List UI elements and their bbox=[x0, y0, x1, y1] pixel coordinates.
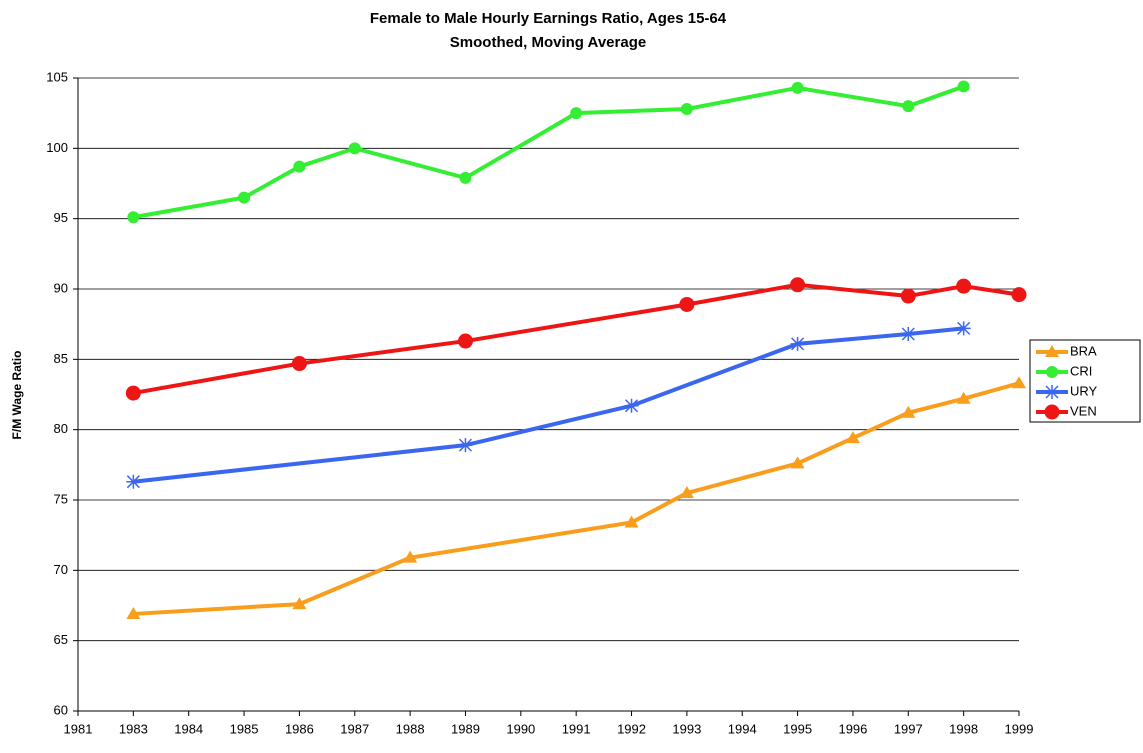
x-tick-label: 1990 bbox=[506, 721, 535, 736]
marker bbox=[900, 288, 916, 304]
y-tick-label: 65 bbox=[54, 632, 68, 647]
x-tick-label: 1986 bbox=[285, 721, 314, 736]
y-tick-label: 75 bbox=[54, 491, 68, 506]
marker bbox=[348, 142, 361, 155]
y-tick-label: 90 bbox=[54, 280, 68, 295]
marker bbox=[901, 405, 916, 418]
marker bbox=[845, 431, 860, 444]
x-tick-label: 1997 bbox=[894, 721, 923, 736]
marker bbox=[679, 296, 695, 312]
y-axis-label: F/M Wage Ratio bbox=[10, 351, 24, 440]
marker bbox=[126, 606, 141, 619]
marker bbox=[1046, 366, 1058, 378]
marker bbox=[459, 171, 472, 184]
y-tick-label: 85 bbox=[54, 351, 68, 366]
marker bbox=[127, 211, 140, 224]
marker bbox=[457, 333, 473, 349]
x-tick-label: 1991 bbox=[562, 721, 591, 736]
y-tick-label: 70 bbox=[54, 562, 68, 577]
legend-label: CRI bbox=[1070, 363, 1092, 378]
marker bbox=[293, 160, 306, 173]
y-tick-label: 100 bbox=[46, 140, 68, 155]
marker bbox=[624, 398, 639, 413]
marker bbox=[292, 597, 307, 610]
marker bbox=[291, 356, 307, 372]
x-tick-label: 1996 bbox=[838, 721, 867, 736]
marker bbox=[957, 80, 970, 93]
y-tick-label: 60 bbox=[54, 702, 68, 717]
x-tick-label: 1999 bbox=[1005, 721, 1034, 736]
x-tick-label: 1989 bbox=[451, 721, 480, 736]
x-tick-label: 1993 bbox=[672, 721, 701, 736]
marker bbox=[1012, 376, 1026, 389]
series-line bbox=[133, 282, 1020, 396]
x-tick-label: 1992 bbox=[617, 721, 646, 736]
legend-label: VEN bbox=[1070, 403, 1097, 418]
marker bbox=[901, 327, 916, 342]
x-tick-label: 1985 bbox=[230, 721, 259, 736]
series-line bbox=[133, 381, 1020, 616]
x-tick-label: 1981 bbox=[64, 721, 93, 736]
marker bbox=[624, 515, 639, 528]
marker bbox=[1011, 287, 1027, 303]
marker bbox=[956, 391, 971, 404]
x-tick-label: 1983 bbox=[119, 721, 148, 736]
chart-title: Female to Male Hourly Earnings Ratio, Ag… bbox=[370, 10, 727, 27]
series-line bbox=[133, 84, 965, 220]
marker bbox=[956, 321, 971, 336]
marker bbox=[790, 336, 805, 351]
x-tick-label: 1987 bbox=[340, 721, 369, 736]
x-tick-label: 1994 bbox=[728, 721, 757, 736]
y-tick-label: 95 bbox=[54, 210, 68, 225]
marker bbox=[403, 550, 418, 563]
marker bbox=[126, 474, 141, 489]
marker bbox=[1045, 345, 1059, 357]
marker bbox=[458, 438, 473, 453]
marker bbox=[790, 456, 805, 469]
marker bbox=[125, 385, 141, 401]
marker bbox=[791, 81, 804, 94]
marker bbox=[902, 100, 915, 113]
marker bbox=[238, 191, 251, 204]
marker bbox=[956, 278, 972, 294]
x-tick-label: 1988 bbox=[396, 721, 425, 736]
y-tick-label: 80 bbox=[54, 421, 68, 436]
marker bbox=[680, 102, 693, 115]
series-line bbox=[133, 326, 964, 484]
x-tick-label: 1984 bbox=[174, 721, 203, 736]
y-tick-label: 105 bbox=[46, 69, 68, 84]
x-tick-label: 1998 bbox=[949, 721, 978, 736]
marker bbox=[570, 107, 583, 120]
marker bbox=[1045, 385, 1059, 399]
marker bbox=[679, 485, 694, 498]
chart-subtitle: Smoothed, Moving Average bbox=[450, 34, 646, 51]
x-tick-label: 1995 bbox=[783, 721, 812, 736]
legend-label: BRA bbox=[1070, 343, 1097, 358]
marker bbox=[1044, 404, 1060, 420]
legend-label: URY bbox=[1070, 383, 1098, 398]
marker bbox=[790, 277, 806, 293]
